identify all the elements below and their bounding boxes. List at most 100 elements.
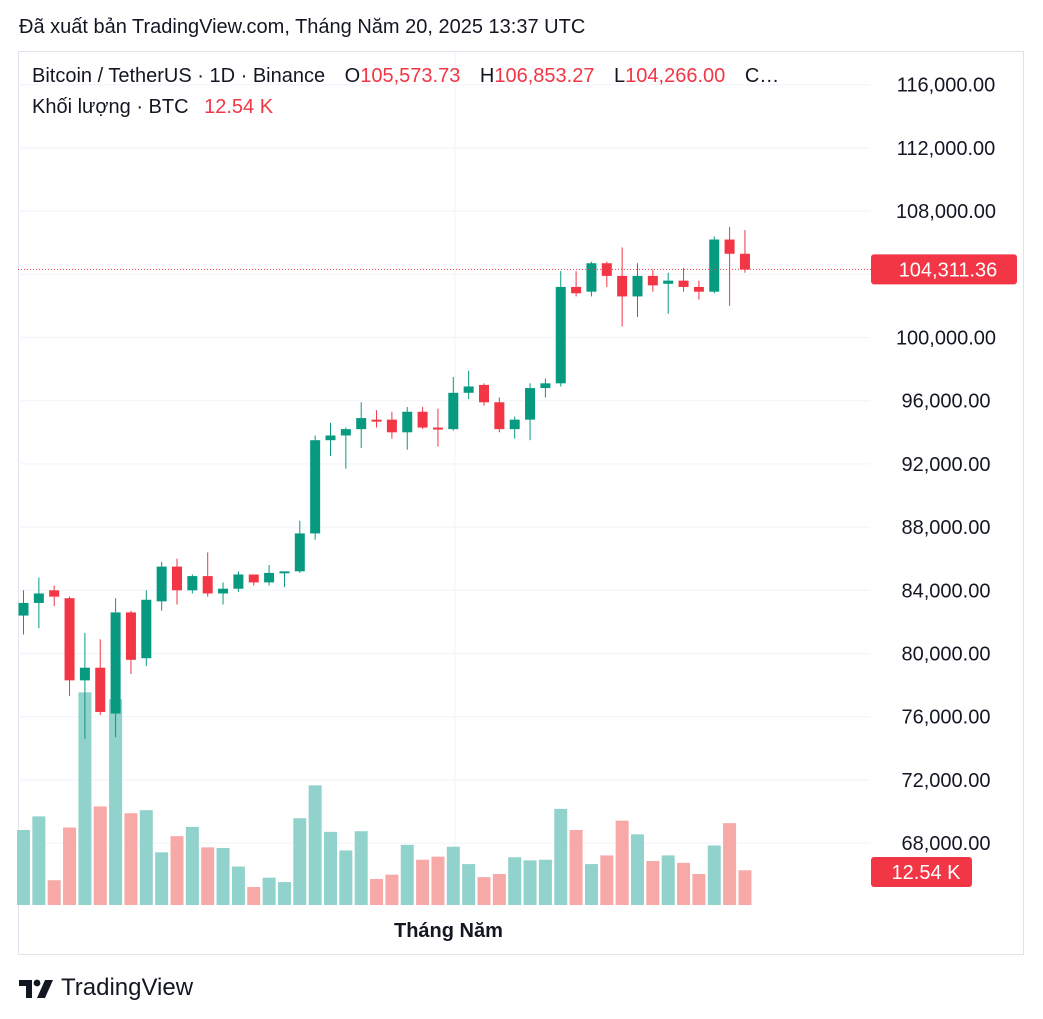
- candle[interactable]: [402, 407, 413, 450]
- candle-body: [479, 384, 489, 403]
- ohlc-legend: Bitcoin / TetherUS · 1D · Binance O105,5…: [32, 65, 779, 88]
- candle[interactable]: [49, 585, 60, 607]
- price-axis[interactable]: 116,000.00 112,000.00 108,000.00 100,000.00…: [896, 75, 996, 855]
- candle[interactable]: [724, 226, 735, 306]
- volume-bar: [554, 808, 568, 905]
- candle-body: [693, 286, 704, 292]
- candle[interactable]: [509, 416, 520, 439]
- candle-body: [494, 402, 505, 430]
- candle-body: [417, 411, 428, 428]
- candle[interactable]: [647, 269, 658, 292]
- candle[interactable]: [294, 520, 305, 573]
- candle[interactable]: [233, 571, 244, 592]
- volume-label[interactable]: Khối lượng · BTC: [32, 96, 189, 118]
- candle-body: [248, 574, 259, 583]
- volume-bar: [185, 826, 199, 905]
- candle[interactable]: [64, 596, 75, 697]
- volume-bar: [63, 827, 77, 905]
- candle-body: [586, 263, 597, 292]
- volume-bar: [47, 880, 61, 905]
- volume-bar: [692, 874, 706, 905]
- volume-bar: [538, 859, 552, 905]
- volume-bars: [17, 692, 752, 905]
- candle[interactable]: [678, 267, 689, 292]
- current-volume-badge: 12.54 K: [871, 857, 972, 887]
- candle[interactable]: [202, 552, 213, 597]
- candle[interactable]: [79, 632, 90, 739]
- candle[interactable]: [463, 370, 474, 400]
- candle[interactable]: [340, 427, 351, 469]
- candle[interactable]: [525, 383, 536, 441]
- candle[interactable]: [739, 230, 750, 273]
- candle-body: [724, 239, 735, 254]
- candle-body: [663, 280, 674, 284]
- candle-body: [125, 612, 136, 660]
- candle[interactable]: [632, 263, 643, 317]
- volume-bar: [661, 855, 675, 905]
- candle[interactable]: [110, 598, 121, 738]
- volume-bar: [631, 834, 644, 905]
- price-tick-label: 76,000.00: [902, 707, 991, 729]
- candle[interactable]: [218, 582, 229, 605]
- volume-bar: [170, 836, 184, 905]
- tradingview-brand[interactable]: TradingView: [19, 974, 193, 1002]
- candle-body: [279, 571, 290, 574]
- volume-value: 12.54 K: [204, 96, 274, 118]
- candle-body: [678, 280, 689, 287]
- candle[interactable]: [33, 577, 44, 629]
- candle[interactable]: [555, 271, 566, 387]
- volume-bar: [277, 882, 291, 905]
- candle[interactable]: [479, 383, 489, 406]
- price-tick-label: 116,000.00: [897, 75, 996, 97]
- close-key: C…: [744, 65, 780, 87]
- candle[interactable]: [18, 590, 29, 635]
- candle[interactable]: [386, 411, 397, 439]
- low-value: 104,266.00: [625, 65, 726, 87]
- candle[interactable]: [494, 397, 505, 433]
- volume-bar: [32, 816, 46, 905]
- symbol-name[interactable]: Bitcoin / TetherUS · 1D · Binance: [32, 65, 326, 87]
- volume-bar: [508, 857, 522, 905]
- candle[interactable]: [601, 261, 612, 287]
- candle[interactable]: [264, 565, 275, 586]
- candle[interactable]: [325, 422, 336, 456]
- candle[interactable]: [540, 378, 551, 398]
- candle[interactable]: [617, 247, 628, 327]
- candle[interactable]: [417, 407, 428, 430]
- volume-bar: [492, 874, 506, 905]
- candle[interactable]: [248, 574, 259, 586]
- price-tick-label: 96,000.00: [902, 391, 991, 413]
- candle[interactable]: [356, 402, 367, 449]
- candle[interactable]: [371, 410, 382, 428]
- candle[interactable]: [95, 639, 106, 716]
- volume-bar: [231, 866, 245, 905]
- candle[interactable]: [310, 435, 321, 540]
- candle[interactable]: [172, 558, 182, 605]
- candle-body: [294, 533, 305, 572]
- candle[interactable]: [663, 272, 674, 314]
- candle[interactable]: [279, 571, 290, 588]
- volume-bar: [738, 870, 752, 905]
- candle[interactable]: [709, 236, 720, 294]
- candle-body: [141, 599, 152, 659]
- volume-bar: [124, 813, 138, 905]
- volume-bar: [646, 860, 660, 905]
- candle[interactable]: [448, 377, 459, 431]
- high-value: 106,853.27: [494, 65, 595, 87]
- candle[interactable]: [187, 574, 198, 594]
- volume-bar: [262, 877, 276, 905]
- volume-bar: [431, 856, 445, 905]
- candle[interactable]: [125, 610, 136, 675]
- candle[interactable]: [432, 408, 443, 447]
- candle[interactable]: [693, 280, 704, 300]
- candle[interactable]: [141, 590, 152, 667]
- chart-frame[interactable]: [18, 51, 1024, 955]
- price-tick-label: 112,000.00: [897, 138, 996, 160]
- candle[interactable]: [571, 271, 582, 297]
- candle-body: [110, 612, 121, 714]
- candle[interactable]: [586, 261, 597, 297]
- volume-bar: [93, 806, 107, 905]
- candle-body: [187, 576, 198, 591]
- candle[interactable]: [156, 561, 167, 611]
